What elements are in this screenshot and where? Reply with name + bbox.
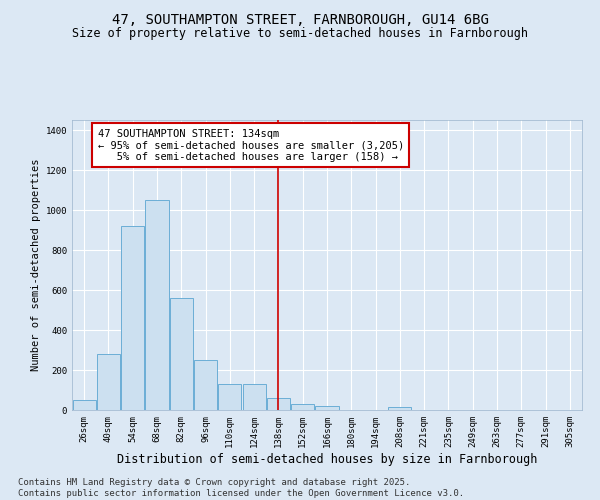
Bar <box>388 407 412 410</box>
Text: Size of property relative to semi-detached houses in Farnborough: Size of property relative to semi-detach… <box>72 28 528 40</box>
X-axis label: Distribution of semi-detached houses by size in Farnborough: Distribution of semi-detached houses by … <box>117 452 537 466</box>
Y-axis label: Number of semi-detached properties: Number of semi-detached properties <box>31 159 41 371</box>
Bar <box>242 384 266 410</box>
Bar <box>121 226 144 410</box>
Bar <box>291 404 314 410</box>
Bar <box>194 360 217 410</box>
Bar <box>97 354 120 410</box>
Bar <box>218 384 241 410</box>
Bar <box>170 298 193 410</box>
Bar <box>267 398 290 410</box>
Text: 47, SOUTHAMPTON STREET, FARNBOROUGH, GU14 6BG: 47, SOUTHAMPTON STREET, FARNBOROUGH, GU1… <box>112 12 488 26</box>
Bar <box>145 200 169 410</box>
Bar <box>73 400 95 410</box>
Text: Contains HM Land Registry data © Crown copyright and database right 2025.
Contai: Contains HM Land Registry data © Crown c… <box>18 478 464 498</box>
Bar <box>316 406 338 410</box>
Text: 47 SOUTHAMPTON STREET: 134sqm
← 95% of semi-detached houses are smaller (3,205)
: 47 SOUTHAMPTON STREET: 134sqm ← 95% of s… <box>97 128 404 162</box>
